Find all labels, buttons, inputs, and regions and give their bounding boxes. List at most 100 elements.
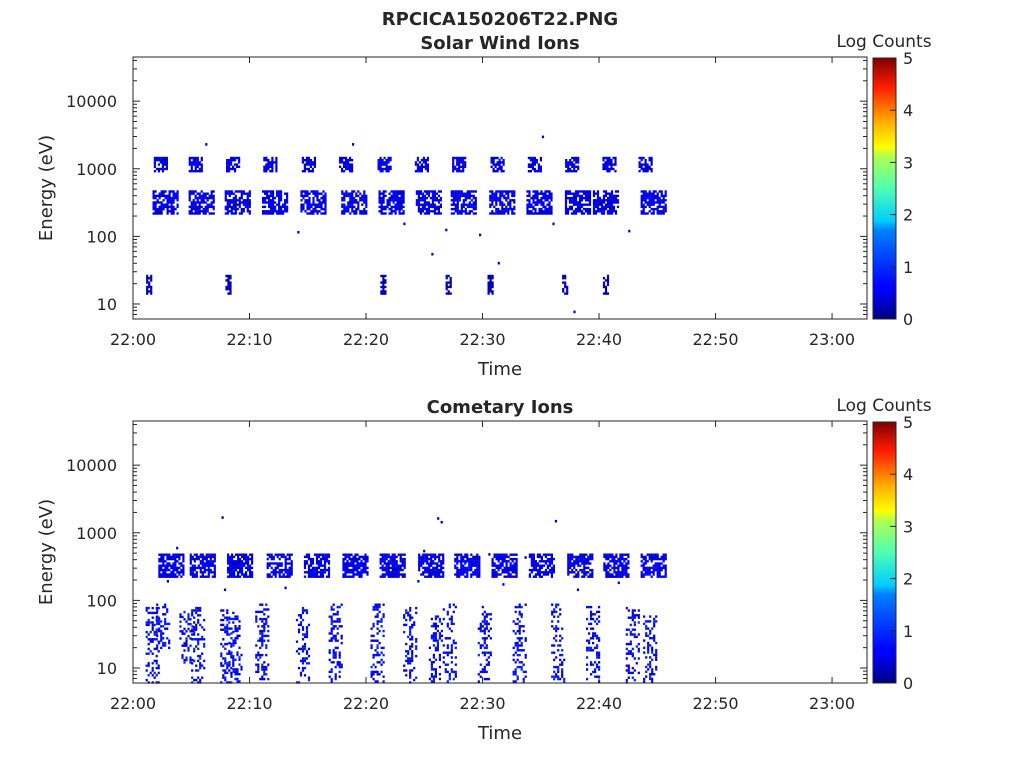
count-pixel [172,555,175,559]
count-pixel [224,616,227,619]
count-pixel [317,564,321,567]
count-pixel [351,194,354,198]
count-pixel [195,609,198,612]
count-pixel [290,562,293,565]
count-pixel [450,194,453,198]
count-pixel [497,207,500,211]
count-pixel [644,194,647,198]
count-pixel [339,156,342,160]
count-pixel [353,201,356,204]
count-pixel [391,560,394,563]
count-pixel [370,644,373,647]
count-pixel [166,196,169,200]
count-pixel [436,566,439,570]
count-pixel [476,564,479,567]
count-pixel [585,553,588,556]
count-pixel [229,283,232,286]
count-pixel [227,288,230,291]
count-point [552,222,555,226]
count-pixel [380,620,383,623]
count-pixel [385,165,388,168]
count-pixel [204,194,207,198]
count-pixel [187,646,190,650]
count-pixel [627,560,630,563]
count-pixel [196,156,199,160]
count-pixel [213,568,216,572]
count-pixel [447,292,450,295]
count-pixel [161,165,164,168]
count-pixel [311,575,315,578]
count-pixel [499,203,502,206]
count-pixel [656,568,659,572]
count-pixel [251,555,254,559]
count-pixel [280,555,283,559]
count-point [445,228,448,232]
count-pixel [188,161,191,164]
count-pixel [370,634,373,638]
count-pixel [301,609,305,612]
count-pixel [338,625,341,628]
count-pixel [179,625,182,628]
count-pixel [555,625,558,628]
count-pixel [654,553,657,556]
count-pixel [378,673,381,676]
count-pixel [574,201,578,204]
count-pixel [152,190,155,193]
count-pixel [238,201,241,204]
count-pixel [268,210,271,213]
count-pixel [648,557,651,561]
count-pixel [579,555,582,559]
count-pixel [552,568,555,572]
count-pixel [309,165,312,168]
count-pixel [162,573,165,576]
count-pixel [434,555,437,559]
count-pixel [621,562,624,565]
count-pixel [571,161,574,164]
count-pixel [363,210,366,213]
count-pixel [569,557,572,561]
count-pixel [562,274,565,278]
count-pixel [613,562,616,565]
count-pixel [165,167,168,171]
count-pixel [518,639,521,642]
count-pixel [596,637,599,640]
count-pixel [359,212,362,215]
count-pixel [434,557,437,561]
count-pixel [370,670,373,674]
count-pixel [155,674,158,677]
count-pixel [586,649,589,652]
count-pixel [213,557,216,561]
count-pixel [157,640,160,643]
count-pixel [356,557,359,561]
count-pixel [148,277,151,280]
count-pixel [546,194,549,198]
count-pixel [662,553,665,556]
count-pixel [303,165,306,168]
count-pixel [483,615,486,618]
count-pixel [456,568,459,572]
count-pixel [422,555,425,559]
count-pixel [619,575,622,578]
count-pixel [387,167,390,171]
count-pixel [155,618,158,622]
count-pixel [507,203,510,206]
count-pixel [376,622,379,626]
y-tick-label: 1000 [76,160,117,179]
count-pixel [334,625,337,628]
count-pixel [431,201,434,204]
count-pixel [314,207,317,211]
count-pixel [575,560,578,563]
count-pixel [188,190,191,193]
count-pixel [236,670,239,673]
count-pixel [425,212,428,215]
count-pixel [166,627,169,630]
count-pixel [645,632,648,635]
count-pixel [311,167,314,171]
count-pixel [263,625,266,628]
count-pixel [640,560,643,563]
count-pixel [564,196,568,200]
count-pixel [548,568,551,572]
count-pixel [383,163,386,166]
count-pixel [264,210,267,213]
count-pixel [237,566,240,570]
